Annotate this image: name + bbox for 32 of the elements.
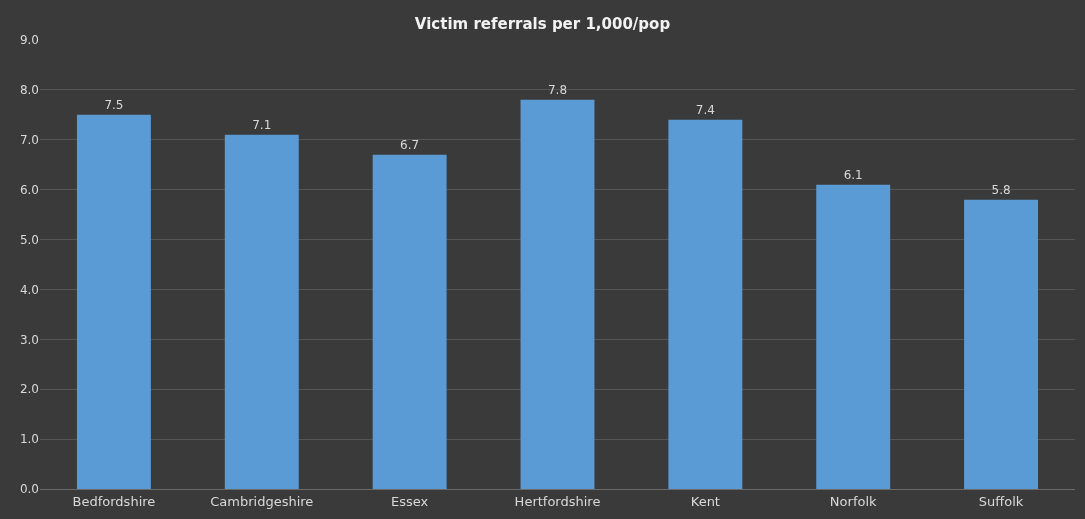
data-label: 7.1 <box>252 117 272 132</box>
y-tick-label: 2.0 <box>19 382 39 397</box>
chart-title: Victim referrals per 1,000/pop <box>414 14 671 33</box>
y-tick-label: 6.0 <box>19 182 39 197</box>
data-label: 5.8 <box>991 182 1011 197</box>
x-tick-label: Kent <box>690 493 720 509</box>
bar <box>520 99 595 489</box>
bar <box>816 184 891 489</box>
x-tick-label: Bedfordshire <box>72 493 156 509</box>
bar <box>964 199 1039 489</box>
y-tick-label: 5.0 <box>19 232 39 247</box>
y-tick-label: 7.0 <box>19 132 39 147</box>
y-tick-label: 8.0 <box>19 83 39 98</box>
data-label: 7.5 <box>104 97 124 112</box>
bar <box>76 114 151 489</box>
x-tick-label: Hertfordshire <box>514 493 601 509</box>
bar <box>372 154 447 489</box>
x-tick-label: Cambridgeshire <box>210 493 314 509</box>
bar <box>668 119 743 489</box>
data-label: 7.8 <box>547 82 568 97</box>
x-tick-label: Essex <box>391 493 429 509</box>
bar <box>224 134 299 489</box>
x-tick-label: Norfolk <box>829 493 878 509</box>
y-tick-label: 0.0 <box>19 482 39 497</box>
y-tick-label: 1.0 <box>19 432 39 447</box>
y-tick-label: 3.0 <box>19 332 39 347</box>
data-label: 6.1 <box>843 167 863 182</box>
data-label: 7.4 <box>695 102 715 117</box>
data-label: 6.7 <box>400 137 420 152</box>
x-tick-label: Suffolk <box>978 493 1024 509</box>
y-tick-label: 4.0 <box>19 282 39 297</box>
y-tick-label: 9.0 <box>19 33 39 48</box>
